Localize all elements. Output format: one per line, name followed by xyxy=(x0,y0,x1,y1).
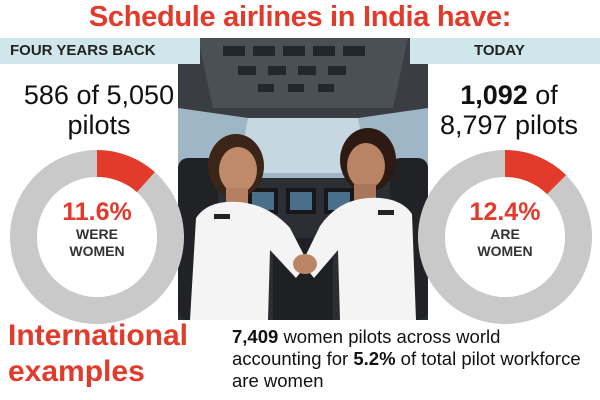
today-header-bar: TODAY xyxy=(410,38,600,64)
four-years-back-donut xyxy=(10,150,185,324)
four-years-back-caption-2: WOMEN xyxy=(69,243,125,259)
today-women: 1,092 xyxy=(460,80,528,110)
international-heading-line-1: International xyxy=(8,319,189,352)
today-donut-hole xyxy=(445,177,565,297)
four-years-back-count: 586 of 5,050 pilots xyxy=(10,80,188,140)
international-text: 7,409 women pilots across world accounti… xyxy=(232,326,594,392)
international-heading-line-2: examples xyxy=(8,355,145,388)
today-of: of xyxy=(535,80,558,110)
cockpit-photo xyxy=(178,38,428,320)
today-caption-1: ARE xyxy=(490,226,520,242)
today-slice-women xyxy=(505,150,567,195)
four-years-back-header-bar: FOUR YEARS BACK xyxy=(0,38,200,64)
four-years-back-donut-hole xyxy=(37,177,157,297)
international-text-part-2: of total pilot workforce are women xyxy=(232,348,581,391)
international-heading: International examples xyxy=(8,318,218,390)
four-years-back-caption-1: WERE xyxy=(76,226,118,242)
four-years-back-of: of xyxy=(76,80,99,110)
today-total: 8,797 xyxy=(439,110,508,140)
today-slice-others xyxy=(418,150,592,324)
today-donut-label: 12.4% ARE WOMEN xyxy=(455,198,555,260)
today-percent: 12.4% xyxy=(469,198,541,226)
today-unit: pilots xyxy=(515,110,579,140)
four-years-back-women: 586 xyxy=(23,80,69,110)
international-text-part-1: women pilots across world accounting for xyxy=(232,326,501,369)
four-years-back-slice-women xyxy=(97,150,155,193)
four-years-back-label: FOUR YEARS BACK xyxy=(10,42,156,59)
today-donut xyxy=(418,150,592,324)
four-years-back-percent: 11.6% xyxy=(62,198,132,226)
today-label: TODAY xyxy=(474,42,525,59)
international-share: 5.2% xyxy=(353,348,396,369)
today-caption-2: WOMEN xyxy=(477,243,533,259)
four-years-back-donut-label: 11.6% WERE WOMEN xyxy=(47,198,147,260)
four-years-back-slice-others xyxy=(10,150,185,324)
international-women-count: 7,409 xyxy=(232,326,279,347)
four-years-back-unit: pilots xyxy=(67,110,131,140)
infographic-title: Schedule airlines in India have: xyxy=(88,1,512,33)
today-count: 1,092 of 8,797 pilots xyxy=(424,80,594,140)
four-years-back-total: 5,050 xyxy=(106,80,175,110)
